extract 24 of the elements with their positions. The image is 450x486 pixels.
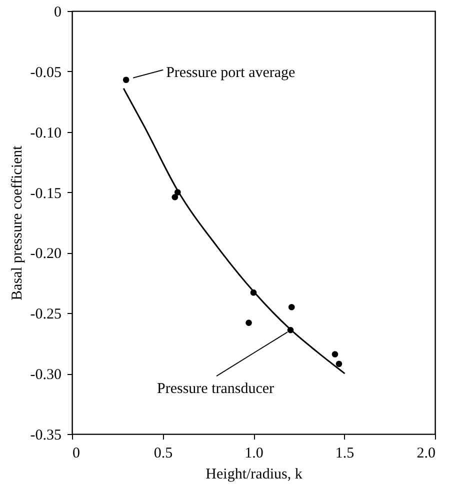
point — [288, 304, 295, 310]
y-tick-label: -0.10 — [30, 125, 62, 142]
annotation: Pressure transducer — [157, 381, 274, 398]
annotation: Pressure port average — [166, 64, 296, 81]
y-tick-label: -0.35 — [30, 428, 62, 444]
point — [122, 76, 130, 84]
x-tick-label: 0.5 — [154, 446, 173, 462]
x-tick-label: 1.5 — [335, 446, 354, 462]
y-tick-label: -0.25 — [30, 306, 62, 323]
x-tick-label: 1.0 — [244, 446, 264, 462]
point — [336, 360, 342, 368]
y-tick-label: -0.05 — [30, 64, 62, 81]
line-series — [122, 88, 346, 374]
point — [172, 194, 178, 200]
y-tick-label: 0 — [54, 4, 62, 20]
point — [246, 320, 252, 326]
x-axis-title: Height/radius, k — [206, 466, 303, 482]
x-tick-label: 2.0 — [416, 446, 436, 462]
y-tick-label: -0.30 — [30, 367, 62, 384]
y-tick-label: -0.20 — [30, 246, 62, 262]
y-axis-title: Basal pressure coefficient — [9, 144, 26, 300]
y-tick-label: -0.15 — [30, 186, 62, 202]
x-tick-label: 0 — [72, 446, 80, 462]
point — [332, 351, 338, 358]
